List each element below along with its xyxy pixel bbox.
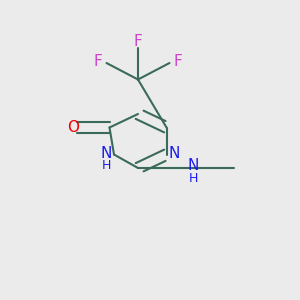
Text: H: H (102, 159, 111, 172)
Text: N: N (101, 146, 112, 160)
Text: H: H (189, 172, 198, 185)
Text: O: O (67, 120, 79, 135)
Text: N: N (168, 146, 180, 160)
Text: F: F (134, 34, 142, 49)
Text: F: F (173, 54, 182, 69)
Text: F: F (94, 54, 103, 69)
Text: N: N (188, 158, 199, 173)
